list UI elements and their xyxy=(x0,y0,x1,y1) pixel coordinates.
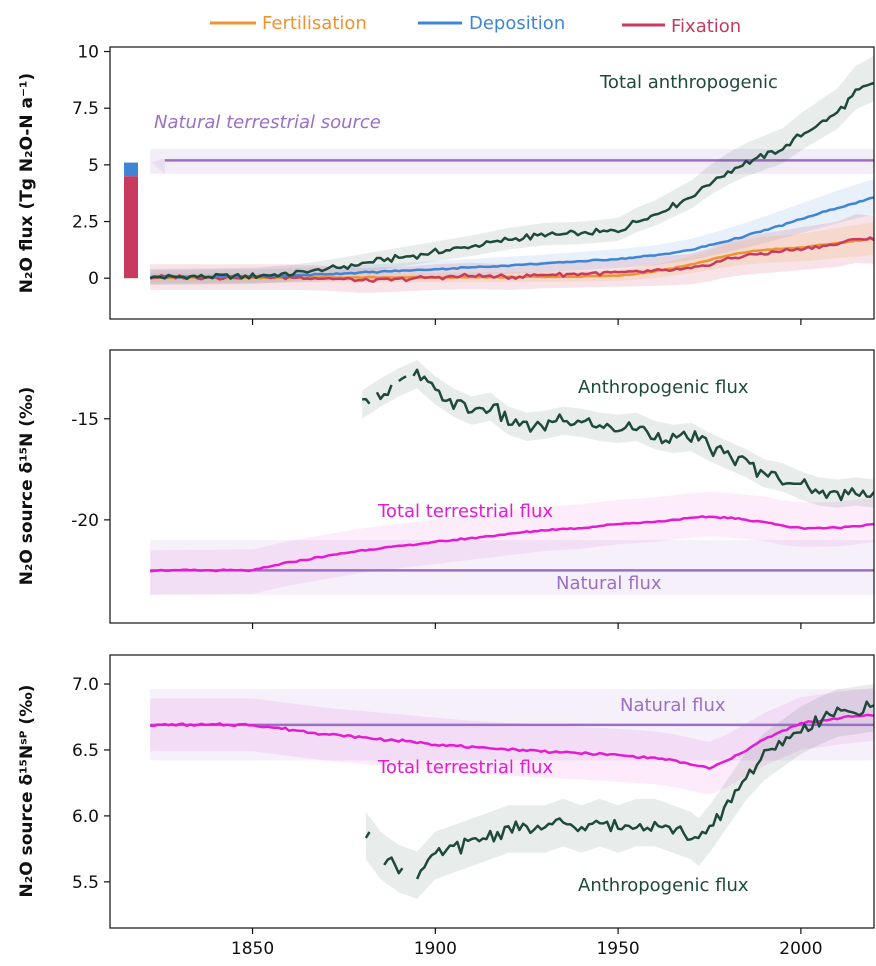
total-terrestrial-line xyxy=(150,515,874,573)
total-terrestrial-line xyxy=(150,713,874,770)
legend-deposition-label: Deposition xyxy=(469,13,565,34)
legend-fixation-label: Fixation xyxy=(671,16,741,37)
y-tick-label: 5 xyxy=(88,156,99,176)
y-tick-label: 10 xyxy=(77,43,99,63)
panel-3-ylabel: N₂O source δ¹⁵Nˢᴾ (‰) xyxy=(17,685,37,898)
axes-frame xyxy=(109,46,875,320)
axes-frame xyxy=(109,654,875,929)
bar-fixation xyxy=(124,176,138,279)
annotation-natural-flux: Natural flux xyxy=(556,573,662,594)
y-tick-label: 6.0 xyxy=(72,807,99,827)
y-tick-label: 6.5 xyxy=(72,741,99,761)
total-anthropogenic-line xyxy=(149,81,874,281)
panel-d15nsp: N₂O source δ¹⁵Nˢᴾ (‰) 5.5 6.0 6.5 7.0 1850 19… xyxy=(17,654,875,959)
annotation-natural-terrestrial-source: Natural terrestrial source xyxy=(154,112,381,133)
annotation-total-anthropogenic: Total anthropogenic xyxy=(599,72,778,93)
y-tick-label: 2.5 xyxy=(72,213,99,233)
anthropogenic-band xyxy=(362,360,874,508)
anthropogenic-flux-line xyxy=(362,368,874,502)
panel-1-ylabel: N₂O flux (Tg N₂O-N a⁻¹) xyxy=(17,73,37,293)
y-tick-label: 7.0 xyxy=(72,675,99,695)
deposition-band xyxy=(150,178,874,284)
fixation-line xyxy=(150,236,874,283)
panel-2-ylabel: N₂O source δ¹⁵N (‰) xyxy=(17,387,37,586)
plot-area xyxy=(150,684,874,899)
anthropogenic-band xyxy=(365,684,874,899)
y-tick-label: -20 xyxy=(71,511,99,531)
annotation-anthropogenic-flux: Anthropogenic flux xyxy=(578,875,749,896)
x-tick-label: 1850 xyxy=(231,939,274,959)
panel-n2o-flux: N₂O flux (Tg N₂O-N a⁻¹) 0 2.5 5 7.5 10 Total … xyxy=(17,43,875,325)
axes-frame xyxy=(109,349,875,624)
bar-deposition xyxy=(124,162,138,177)
annotation-total-terrestrial-flux: Total terrestrial flux xyxy=(377,757,553,778)
annotation-total-terrestrial-flux: Total terrestrial flux xyxy=(377,501,553,522)
legend: Fertilisation Deposition Fixation xyxy=(210,13,741,37)
plot-area xyxy=(124,55,874,293)
y-tick-label: 5.5 xyxy=(72,873,99,893)
x-tick-label: 1950 xyxy=(596,939,639,959)
x-tick-label: 1900 xyxy=(414,939,457,959)
y-tick-label: -15 xyxy=(71,410,99,430)
panel-d15n: N₂O source δ¹⁵N (‰) -15 -20 Anthropogenic … xyxy=(17,349,875,629)
total-terrestrial-band xyxy=(150,688,874,795)
annotation-natural-flux: Natural flux xyxy=(620,695,726,716)
y-tick-label: 7.5 xyxy=(72,99,99,119)
anthropogenic-flux-line xyxy=(364,700,874,880)
y-tick-label: 0 xyxy=(88,269,99,289)
plot-area xyxy=(150,360,874,595)
natural-source-band-edge xyxy=(152,158,165,174)
annotation-anthropogenic-flux: Anthropogenic flux xyxy=(578,377,749,398)
legend-fertilisation-label: Fertilisation xyxy=(262,13,367,34)
x-tick-label: 2000 xyxy=(779,939,822,959)
